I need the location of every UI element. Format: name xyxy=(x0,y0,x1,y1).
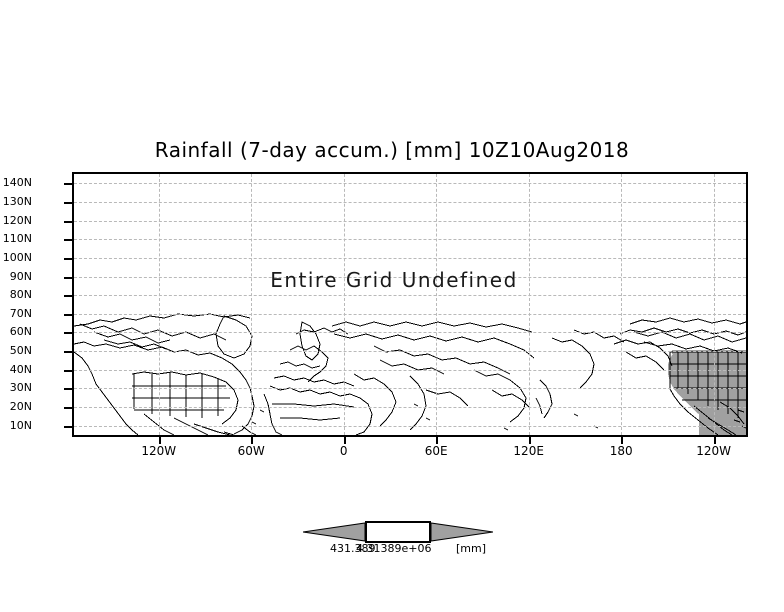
y-axis-tick-label: 10N xyxy=(9,418,32,432)
y-axis-tick-mark xyxy=(64,369,72,372)
y-axis-tick-label: 140N xyxy=(2,176,32,190)
x-axis-tick-label: 120W xyxy=(696,444,732,458)
y-axis-tick-mark xyxy=(64,425,72,428)
entire-grid-undefined-message: Entire Grid Undefined xyxy=(270,268,518,292)
gridline-horizontal xyxy=(74,295,746,297)
x-axis-tick-mark xyxy=(343,437,346,444)
y-axis-tick-mark xyxy=(64,295,72,298)
y-axis-tick-mark xyxy=(64,183,72,186)
colorbar-right-arrow xyxy=(430,522,493,542)
x-axis-tick-label: 120E xyxy=(513,444,544,458)
gridline-horizontal xyxy=(74,313,746,315)
x-axis-tick-mark xyxy=(158,437,161,444)
y-axis-tick-mark xyxy=(64,313,72,316)
gridline-horizontal xyxy=(74,369,746,371)
y-axis-tick-label: 90N xyxy=(9,269,32,283)
x-axis-tick-mark xyxy=(251,437,254,444)
y-axis-tick-label: 30N xyxy=(9,381,32,395)
y-axis-tick-mark xyxy=(64,332,72,335)
gridline-horizontal xyxy=(74,388,746,390)
gridline-vertical xyxy=(251,174,253,435)
y-axis-tick-mark xyxy=(64,351,72,354)
y-axis-tick-label: 50N xyxy=(9,344,32,358)
y-axis-tick-label: 40N xyxy=(9,362,32,376)
y-axis-tick-mark xyxy=(64,388,72,391)
y-axis-tick-label: 100N xyxy=(2,250,32,264)
gridline-horizontal xyxy=(74,220,746,222)
colorbar-label-max: 4.31389e+06 xyxy=(356,542,432,555)
gridline-vertical xyxy=(436,174,438,435)
y-axis-tick-mark xyxy=(64,239,72,242)
y-axis-tick-label: 120N xyxy=(2,213,32,227)
y-axis-tick-label: 60N xyxy=(9,325,32,339)
colorbar-unit-label: [mm] xyxy=(456,542,487,555)
x-axis-tick-label: 120W xyxy=(141,444,177,458)
world-map-coastlines xyxy=(74,313,746,435)
gridline-horizontal xyxy=(74,425,746,427)
y-axis-tick-mark xyxy=(64,276,72,279)
gridline-vertical xyxy=(528,174,530,435)
x-axis-tick-label: 60E xyxy=(424,444,448,458)
y-axis-tick-mark xyxy=(64,257,72,260)
y-axis-tick-mark xyxy=(64,201,72,204)
y-axis-tick-label: 80N xyxy=(9,288,32,302)
x-axis-tick-label: 180 xyxy=(609,444,633,458)
x-axis-tick-mark xyxy=(528,437,531,444)
gridline-vertical xyxy=(343,174,345,435)
x-axis-tick-mark xyxy=(436,437,439,444)
gridline-horizontal xyxy=(74,276,746,278)
colorbar[interactable] xyxy=(303,521,493,543)
y-axis-tick-label: 130N xyxy=(2,194,32,208)
gridline-horizontal xyxy=(74,201,746,203)
gridline-horizontal xyxy=(74,239,746,241)
colorbar-center-swatch xyxy=(365,521,431,543)
y-axis-tick-mark xyxy=(64,407,72,410)
gridline-horizontal xyxy=(74,407,746,409)
gridline-vertical xyxy=(621,174,623,435)
x-axis-tick-mark xyxy=(621,437,624,444)
gridline-horizontal xyxy=(74,332,746,334)
shaded-region-north-america xyxy=(668,350,746,435)
map-plot-area[interactable]: Entire Grid Undefined xyxy=(72,172,748,437)
gridline-vertical xyxy=(158,174,160,435)
gridline-horizontal xyxy=(74,183,746,185)
gridline-horizontal xyxy=(74,351,746,353)
y-axis-tick-mark xyxy=(64,220,72,223)
y-axis-tick-label: 20N xyxy=(9,400,32,414)
y-axis-tick-label: 110N xyxy=(2,232,32,246)
gridline-horizontal xyxy=(74,257,746,259)
y-axis-tick-label: 70N xyxy=(9,306,32,320)
x-axis-tick-label: 60W xyxy=(237,444,265,458)
x-axis-tick-mark xyxy=(713,437,716,444)
plot-title: Rainfall (7-day accum.) [mm] 10Z10Aug201… xyxy=(154,138,630,162)
colorbar-left-arrow xyxy=(303,522,366,542)
gridline-vertical xyxy=(713,174,715,435)
colorbar-label-min: 431.389 xyxy=(330,542,376,555)
x-axis-tick-label: 0 xyxy=(339,444,348,458)
